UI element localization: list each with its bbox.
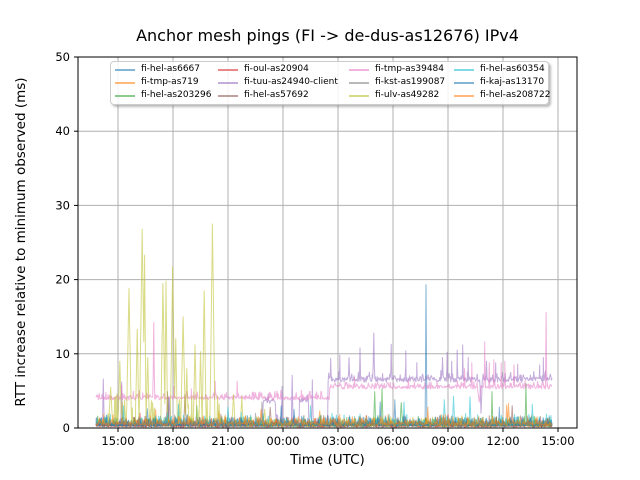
legend-column: fi-oul-as20904 fi-tuu-as24940-client fi-he…: [218, 63, 338, 102]
legend-item-fi-tmp-as719: fi-tmp-as719: [115, 76, 211, 89]
x-tick-label: 03:00: [321, 434, 354, 448]
axes-frame: [77, 56, 578, 429]
legend-item-fi-kst-as199087: fi-kst-as199087: [349, 76, 445, 89]
legend-item-fi-kaj-as13170: fi-kaj-as13170: [454, 76, 550, 89]
legend-item-fi-hel-as57692: fi-hel-as57692: [218, 89, 338, 102]
y-tick-label: 40: [55, 124, 70, 138]
legend-swatch-fi-oul-as20904: [218, 68, 238, 71]
legend-swatch-fi-hel-as57692: [218, 94, 238, 97]
legend-label: fi-tmp-as719: [141, 77, 199, 87]
legend-label: fi-hel-as6667: [141, 64, 201, 74]
legend-swatch-fi-hel-as208722: [454, 94, 474, 97]
chart-title: Anchor mesh pings (FI -> de-dus-as12676)…: [136, 26, 519, 45]
legend-label: fi-ulv-as49282: [375, 90, 440, 100]
legend-item-fi-tmp-as39484: fi-tmp-as39484: [349, 63, 445, 76]
legend-swatch-fi-tmp-as719: [115, 81, 135, 84]
x-tick-label: 09:00: [431, 434, 464, 448]
legend-item-fi-hel-as208722: fi-hel-as208722: [454, 89, 550, 102]
x-tick-label: 15:00: [101, 434, 134, 448]
x-tick-label: 00:00: [266, 434, 299, 448]
x-tick-label: 15:00: [541, 434, 574, 448]
x-tick-label: 06:00: [376, 434, 409, 448]
legend-swatch-fi-tmp-as39484: [349, 68, 369, 71]
series-line-fi-ulv-as49282: [95, 223, 553, 427]
legend-swatch-fi-tuu-as24940-client: [218, 81, 238, 84]
legend-column: fi-tmp-as39484 fi-kst-as199087 fi-ulv-as49…: [349, 63, 445, 102]
legend-label: fi-hel-as208722: [480, 90, 551, 100]
y-tick-label: 20: [55, 273, 70, 287]
legend-item-fi-hel-as6667: fi-hel-as6667: [115, 63, 211, 76]
legend-label: fi-kst-as199087: [375, 77, 446, 87]
legend-label: fi-tuu-as24940-client: [244, 77, 338, 87]
legend-item-fi-ulv-as49282: fi-ulv-as49282: [349, 89, 445, 102]
legend-swatch-fi-kst-as199087: [349, 81, 369, 84]
legend-column: fi-hel-as60354 fi-kaj-as13170 fi-hel-as208…: [454, 63, 550, 102]
y-tick-label: 30: [55, 198, 70, 212]
legend-swatch-fi-ulv-as49282: [349, 94, 369, 97]
legend-label: fi-tmp-as39484: [375, 64, 445, 74]
x-tick-label: 18:00: [156, 434, 189, 448]
x-tick-label: 12:00: [486, 434, 519, 448]
legend-swatch-fi-hel-as6667: [115, 68, 135, 71]
legend-swatch-fi-hel-as60354: [454, 68, 474, 71]
legend-label: fi-oul-as20904: [244, 64, 309, 74]
legend-item-fi-hel-as203296: fi-hel-as203296: [115, 89, 211, 102]
y-axis-label: RTT increase relative to minimum observe…: [13, 77, 29, 407]
legend-item-fi-tuu-as24940-client: fi-tuu-as24940-client: [218, 76, 338, 89]
legend-label: fi-hel-as57692: [244, 90, 309, 100]
legend-label: fi-hel-as60354: [480, 64, 545, 74]
y-tick-label: 50: [55, 50, 70, 64]
x-tick-label: 21:00: [211, 434, 244, 448]
legend-swatch-fi-hel-as203296: [115, 94, 135, 97]
y-tick-label: 10: [55, 347, 70, 361]
legend-swatch-fi-kaj-as13170: [454, 81, 474, 84]
legend-label: fi-kaj-as13170: [480, 77, 545, 87]
legend-label: fi-hel-as203296: [141, 90, 212, 100]
x-axis-label: Time (UTC): [290, 452, 365, 468]
legend-item-fi-oul-as20904: fi-oul-as20904: [218, 63, 338, 76]
y-tick-label: 0: [63, 421, 70, 435]
series-line-fi-tmp-as39484: [95, 311, 553, 403]
legend-column: fi-hel-as6667 fi-tmp-as719 fi-hel-as203296: [115, 63, 211, 102]
legend-item-fi-hel-as60354: fi-hel-as60354: [454, 63, 550, 76]
legend: fi-hel-as6667 fi-tmp-as719 fi-hel-as203296…: [110, 61, 550, 105]
series-line-fi-hel-as208722: [95, 403, 553, 427]
